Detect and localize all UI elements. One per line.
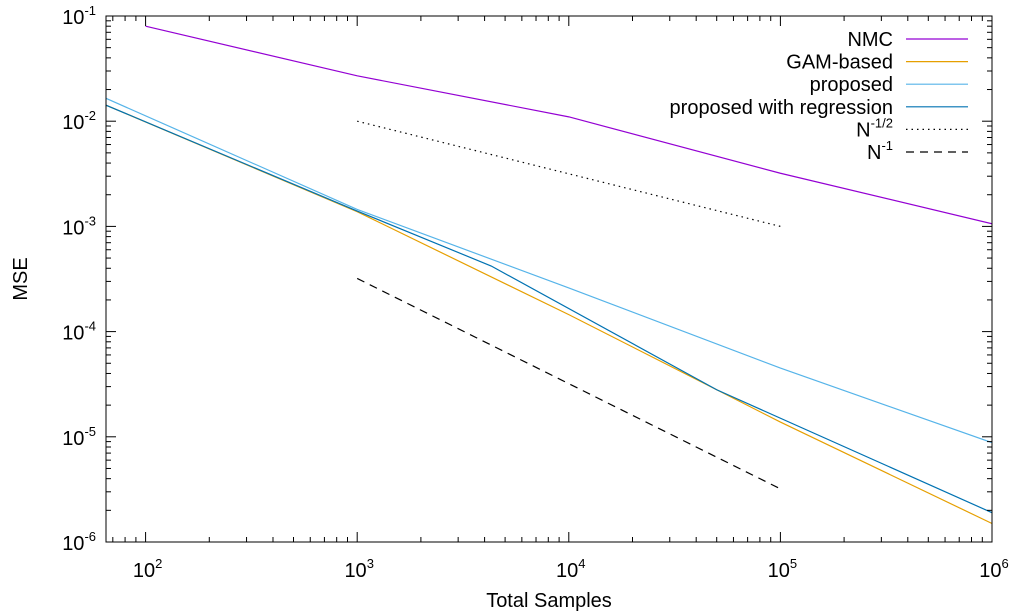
series-layer <box>106 25 992 525</box>
legend-label-3: proposed with regression <box>670 97 893 119</box>
series-line-0 <box>145 25 992 225</box>
legend-label-4: N-1/2 <box>856 115 893 141</box>
y-tick-label: 10-5 <box>62 424 96 450</box>
series-line-5 <box>356 277 781 490</box>
x-axis-label: Total Samples <box>486 590 612 612</box>
y-tick-label: 10-1 <box>62 3 96 29</box>
y-tick-label: 10-4 <box>62 319 96 345</box>
x-tick-label: 105 <box>768 556 797 582</box>
legend-label-0: NMC <box>847 29 893 51</box>
legend-label-5: N-1 <box>867 138 893 164</box>
series-line-1 <box>106 104 992 525</box>
x-tick-label: 104 <box>556 556 585 582</box>
legend-label-2: proposed <box>810 74 893 96</box>
y-tick-label: 10-2 <box>62 108 96 134</box>
series-line-4 <box>357 120 781 227</box>
x-tick-label: 106 <box>979 556 1008 582</box>
plot-frame <box>105 15 993 543</box>
y-tick-label: 10-3 <box>62 213 96 239</box>
y-axis-label: MSE <box>10 257 32 300</box>
legend-label-1: GAM-based <box>786 52 893 74</box>
x-tick-label: 103 <box>344 556 373 582</box>
x-tick-label: 102 <box>133 556 162 582</box>
series-line-2 <box>106 97 992 444</box>
series-line-3 <box>106 104 992 514</box>
ticks-layer: 102 103 104 105 106 10-1 10-2 10-3 10-4 10-5 10-6 <box>62 3 1009 582</box>
y-tick-label: 10-6 <box>62 529 96 555</box>
